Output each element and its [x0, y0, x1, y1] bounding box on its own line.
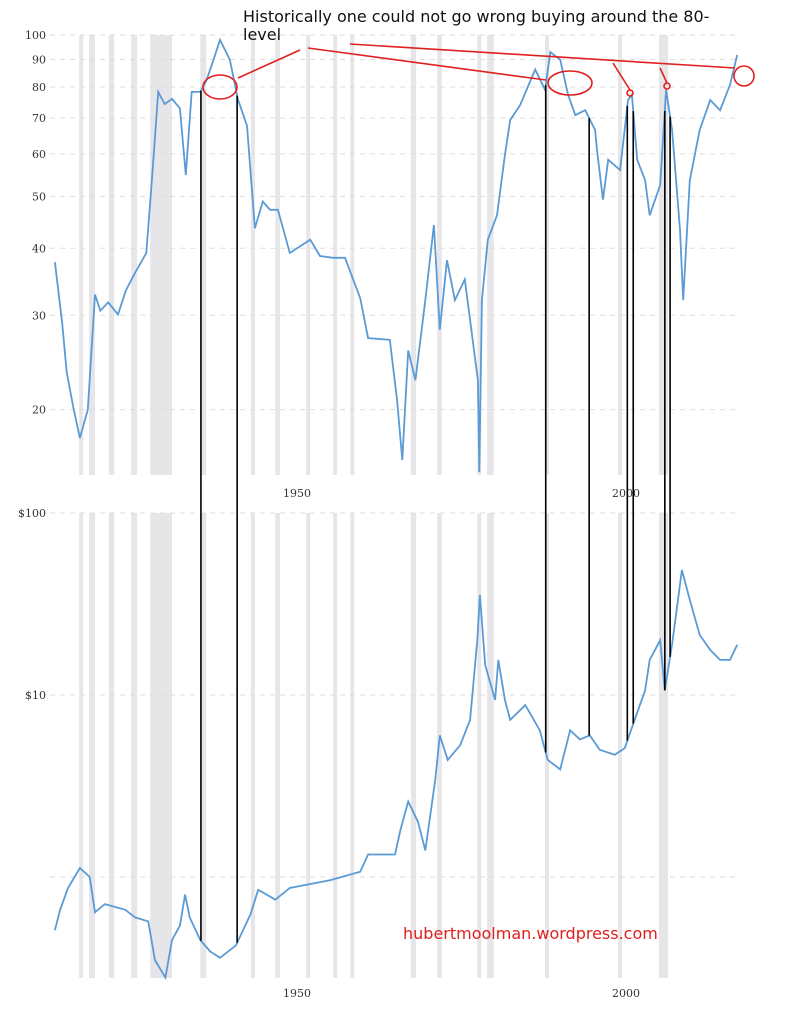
annotation-pointer [612, 62, 631, 91]
recession-band [658, 35, 669, 475]
recession-band [200, 513, 207, 978]
annotation-pointer [307, 47, 547, 81]
recession-band [545, 35, 550, 475]
recession-band [150, 35, 172, 475]
y-tick-label: 40 [32, 242, 46, 255]
watermark: hubertmoolman.wordpress.com [403, 924, 658, 943]
recession-band [350, 513, 355, 978]
y-tick-label: 50 [32, 190, 46, 203]
recession-band [131, 513, 138, 978]
recession-band [250, 513, 255, 978]
y-tick-label: 70 [32, 112, 46, 125]
recession-band [477, 513, 482, 978]
y-tick-label: 90 [32, 54, 46, 67]
recession-band [89, 513, 95, 978]
annotation-circle [202, 74, 238, 100]
y-tick-label: 60 [32, 148, 46, 161]
recession-band [618, 513, 623, 978]
recession-band [487, 513, 494, 978]
y-tick-label: 100 [25, 29, 46, 42]
panel-1: 100 90 80 70 60 50 40 30 20 1950 2000 [25, 29, 739, 500]
y-tick-label: $100 [18, 507, 46, 520]
recession-band [333, 513, 338, 978]
annotation-circle [733, 65, 755, 87]
recession-band [410, 513, 417, 978]
recession-band [658, 513, 669, 978]
recession-band [108, 513, 115, 978]
annotation-circle [547, 70, 593, 96]
recession-band [89, 35, 95, 475]
recession-band [108, 35, 115, 475]
y-tick-label: 80 [32, 81, 46, 94]
recession-band [250, 35, 255, 475]
recession-band [200, 35, 207, 475]
x-tick-label: 1950 [283, 487, 311, 500]
recession-band [477, 35, 482, 475]
recession-band [275, 513, 280, 978]
recession-band [350, 35, 355, 475]
panel-2: $100 $10 1950 2000 [18, 507, 739, 1000]
recession-band [306, 513, 311, 978]
recession-band [131, 35, 138, 475]
annotation-circle [626, 89, 634, 97]
recession-band [487, 35, 494, 475]
y-tick-label: 20 [32, 404, 46, 417]
annotation-pointer [237, 49, 301, 79]
annotation-marks [202, 43, 755, 100]
recession-band [275, 35, 280, 475]
recession-band [150, 513, 172, 978]
recession-band [618, 35, 623, 475]
recession-band [333, 35, 338, 475]
recession-band [79, 513, 84, 978]
recession-band [410, 35, 417, 475]
x-tick-label: 2000 [612, 487, 640, 500]
series-line [54, 569, 739, 981]
recession-band [79, 35, 84, 475]
y-tick-label: $10 [25, 689, 46, 702]
recession-band [306, 35, 311, 475]
x-tick-label: 1950 [283, 987, 311, 1000]
annotation-text: Historically one could not go wrong buyi… [243, 7, 710, 44]
annotation-pointer [349, 43, 736, 69]
recession-band [437, 35, 442, 475]
annotation-pointer [659, 67, 668, 84]
y-tick-label: 30 [32, 309, 46, 322]
x-tick-label: 2000 [612, 987, 640, 1000]
recession-band [545, 513, 550, 978]
